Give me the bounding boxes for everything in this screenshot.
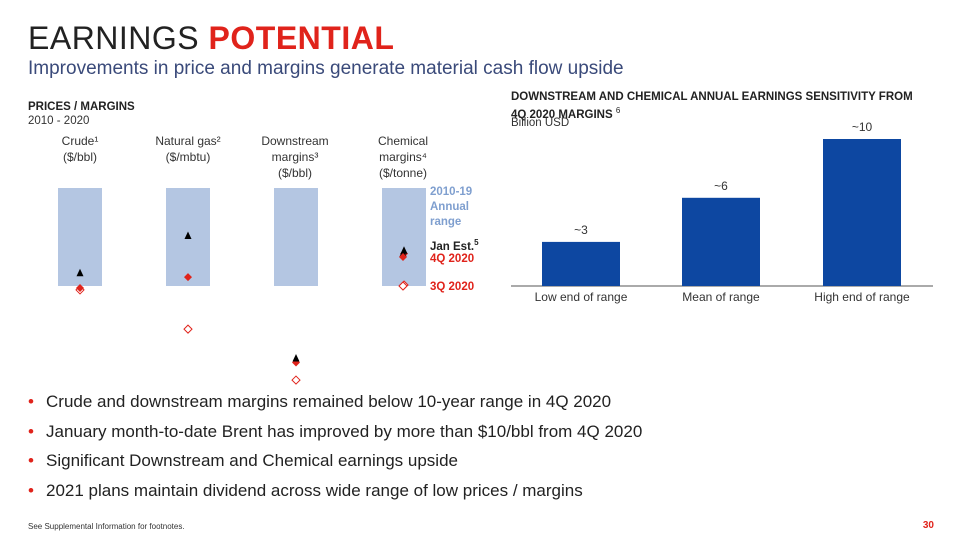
bullet-item: • 2021 plans maintain dividend across wid… (28, 479, 642, 509)
category-label-downstream: Downstream margins³ ($/bbl) (261, 134, 329, 180)
legend-4q-marker (399, 253, 407, 261)
bullet-text: Crude and downstream margins remained be… (46, 392, 612, 411)
data-label: ~3 (574, 223, 588, 237)
legend-jan-marker (399, 249, 407, 257)
footnote-reference: See Supplemental Information for footnot… (28, 522, 185, 531)
right-panel-footnote: 6 (615, 106, 621, 115)
right-panel-heading: DOWNSTREAM AND CHEMICAL ANNUAL EARNINGS … (511, 90, 931, 122)
bullet-dot-icon: • (28, 480, 34, 500)
title-emphasis: POTENTIAL (208, 20, 395, 56)
bar (823, 139, 901, 286)
marker-4q-2020 (76, 283, 84, 292)
legend-3q-marker (398, 281, 408, 291)
legend-jan-label: Jan Est.5 (430, 235, 479, 255)
marker-jan-est (184, 231, 192, 240)
bullet-item: • Crude and downstream margins remained b… (28, 390, 642, 420)
earnings-sensitivity-chart: ~3 Low end of range ~6 Mean of range ~10 High… (511, 120, 933, 304)
bar (682, 197, 760, 286)
page-subtitle: Improvements in price and margins genera… (28, 58, 624, 79)
marker-4q-2020 (184, 273, 192, 282)
marker-jan-est (76, 268, 84, 277)
category-tick-label: Low end of range (535, 290, 628, 304)
data-label: ~10 (852, 120, 873, 134)
bullet-text: 2021 plans maintain dividend across wide… (46, 480, 583, 500)
category-label-crude: Crude¹ ($/bbl) (61, 134, 99, 164)
legend-jan-text: Jan Est. (430, 240, 475, 253)
marker-jan-est (292, 354, 300, 362)
category-tick-label: High end of range (814, 290, 910, 304)
category-tick-label: Mean of range (682, 290, 760, 304)
legend-jan-footnote: 5 (474, 238, 479, 247)
range-bar (382, 188, 426, 286)
category-label-natural-gas: Natural gas² ($/mbtu) (155, 134, 221, 164)
bullet-dot-icon: • (28, 421, 34, 441)
right-panel-heading-text: DOWNSTREAM AND CHEMICAL ANNUAL EARNINGS … (511, 91, 913, 121)
bullet-list: • Crude and downstream margins remained b… (28, 390, 642, 508)
bullet-text: January month-to-date Brent has improved… (46, 421, 643, 441)
legend-range-label: 2010-19 Annual range (430, 186, 473, 228)
marker-3q-2020 (291, 375, 301, 385)
marker-3q-2020 (183, 324, 193, 334)
bullet-text: Significant Downstream and Chemical earn… (46, 451, 458, 470)
bar (542, 241, 620, 286)
right-panel-subheading: Billion USD (511, 117, 570, 129)
range-bar (274, 188, 318, 286)
page-title: EARNINGS POTENTIAL (28, 20, 394, 57)
title-plain: EARNINGS (28, 20, 209, 56)
bullet-dot-icon: • (28, 392, 34, 411)
category-label-chemical: Chemical margins⁴ ($/tonne) (377, 134, 428, 180)
bullet-item: • Significant Downstream and Chemical ear… (28, 449, 642, 479)
left-panel-subheading: 2010 - 2020 (28, 115, 90, 127)
page-number: 30 (922, 520, 934, 531)
data-label: ~6 (714, 179, 728, 193)
legend-4q-label: 4Q 2020 (430, 253, 475, 265)
bullet-dot-icon: • (28, 451, 34, 470)
bullet-item: • January month-to-date Brent has improve… (28, 420, 642, 450)
prices-margins-chart (58, 188, 426, 385)
legend-3q-label: 3Q 2020 (430, 281, 475, 293)
left-panel-heading: PRICES / MARGINS (28, 101, 135, 113)
